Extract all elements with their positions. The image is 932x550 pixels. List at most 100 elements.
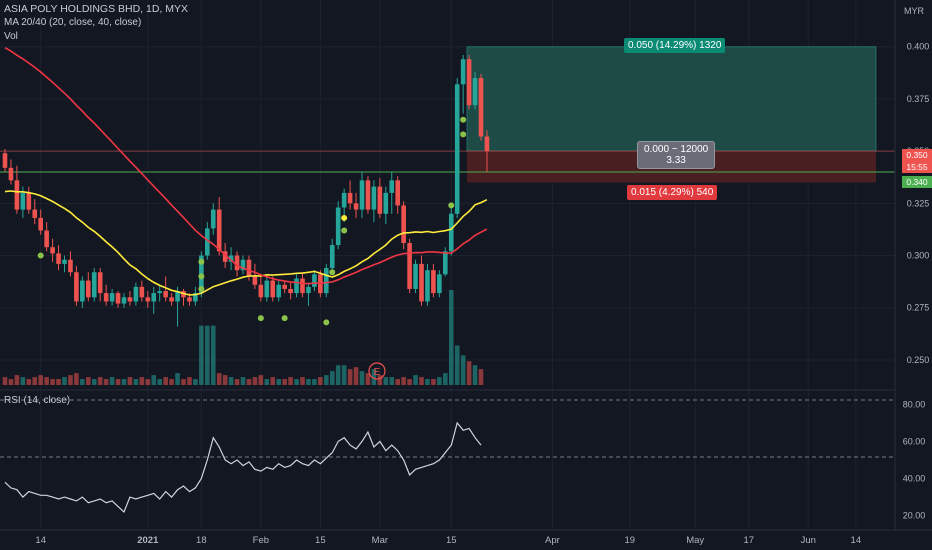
signal-dot [281,315,288,322]
volume-bar [454,345,460,385]
time-tick-label: 15 [315,535,326,546]
symbol-title[interactable]: ASIA POLY HOLDINGS BHD, 1D, MYX [4,3,189,15]
candle-body [163,291,168,298]
candle-body [341,192,347,208]
time-tick-label: Apr [545,535,560,546]
candle-body [187,297,192,302]
position-info-badge[interactable]: 0.000 ~ 12000 3.33 [637,141,716,169]
rsi-tick-label: 80.00 [903,399,926,409]
volume-bar [68,375,73,385]
candle-body [312,274,317,287]
candle-body [216,209,222,252]
volume-bar [222,375,228,385]
signal-dot [448,202,455,209]
candle-body [74,272,79,302]
volume-legend[interactable]: Vol [4,31,18,42]
position-risk-line: 0.000 ~ 12000 [644,144,709,155]
volume-bar [365,373,371,385]
signal-dot [460,131,467,138]
volume-bar [377,375,383,385]
candle-body [210,209,216,229]
rsi-tick-label: 20.00 [903,511,926,521]
volume-bar [199,325,204,385]
candle-body [145,297,151,302]
rsi-tick-label: 60.00 [903,436,926,446]
volume-bar [478,369,484,385]
stop-badge[interactable]: 0.015 (4.29%) 540 [627,185,718,200]
time-tick-label: Jun [801,535,816,546]
ma-legend[interactable]: MA 20/40 (20, close, 40, close) [4,17,142,28]
candle-body [246,259,252,277]
volume-bar [252,377,258,385]
volume-bar [210,325,216,385]
volume-bar [443,373,448,385]
candle-body [425,270,430,302]
time-tick-label: 19 [624,535,635,546]
volume-bar [8,379,14,385]
signal-dot [198,273,205,280]
candle-body [240,259,246,271]
candle-body [472,78,478,106]
candle-body [38,217,43,231]
event-circle [368,362,386,380]
candle-body [484,136,490,152]
candle-body [115,293,121,304]
ma40-line [4,47,488,285]
candle-body [252,276,258,285]
candle-body [454,84,460,214]
candle-body [133,286,139,302]
volume-bar [109,377,115,385]
volume-bar [163,377,168,385]
target-badge[interactable]: 0.050 (14.29%) 1320 [624,38,726,53]
signal-dots [37,116,467,326]
volume-bar [413,375,418,385]
volume-bar [312,379,317,385]
time-tick-label: 14 [851,535,862,546]
candle-body [151,293,157,302]
time-tick-label: 18 [196,535,207,546]
price-tick-label: 0.325 [907,198,930,208]
volume-bar [359,371,365,385]
rsi-legend[interactable]: RSI (14, close) [4,395,71,406]
currency-label[interactable]: MYR [904,6,924,16]
rsi-axis: 80.00 60.00 40.00 20.00 [903,399,926,520]
candle-body [234,255,240,271]
volume-bar [294,379,299,385]
candle-body [80,280,85,302]
volume-bar [318,377,323,385]
candle-body [460,59,466,85]
line-price-tag: 0.340 [902,176,932,188]
candle-body [329,245,335,269]
time-tick-label: 15 [446,535,457,546]
candle-body [431,270,436,294]
volume-bar [121,379,127,385]
volume-bar [80,379,85,385]
volume-bar [97,377,103,385]
profit-target-zone[interactable] [466,46,877,152]
volume-bar [175,373,180,385]
volume-bar [2,377,8,385]
signal-dot [37,252,44,259]
time-tick-label: Feb [253,535,269,546]
volume-bar [258,375,264,385]
event-letter: E [374,367,381,378]
candle-body [270,280,276,298]
time-axis: 14 2021 18 Feb 15 Mar 15 Apr 19 May 17 Jun 14 [35,535,861,546]
earnings-event-marker[interactable]: E [368,362,386,380]
signal-dot [460,116,467,123]
volume-bar [193,379,198,385]
countdown-tag: 15:55 [902,161,932,173]
candle-body [86,280,91,298]
volume-bar [335,365,341,385]
volume-bar [103,379,109,385]
signal-dot [323,319,330,326]
price-tick-label: 0.275 [907,303,930,313]
candle-body [365,180,371,210]
time-tick-label: May [686,535,704,546]
volume-bar [240,377,246,385]
price-tick-label: 0.250 [907,355,930,365]
volume-bar [216,373,222,385]
candle-body [335,207,341,246]
